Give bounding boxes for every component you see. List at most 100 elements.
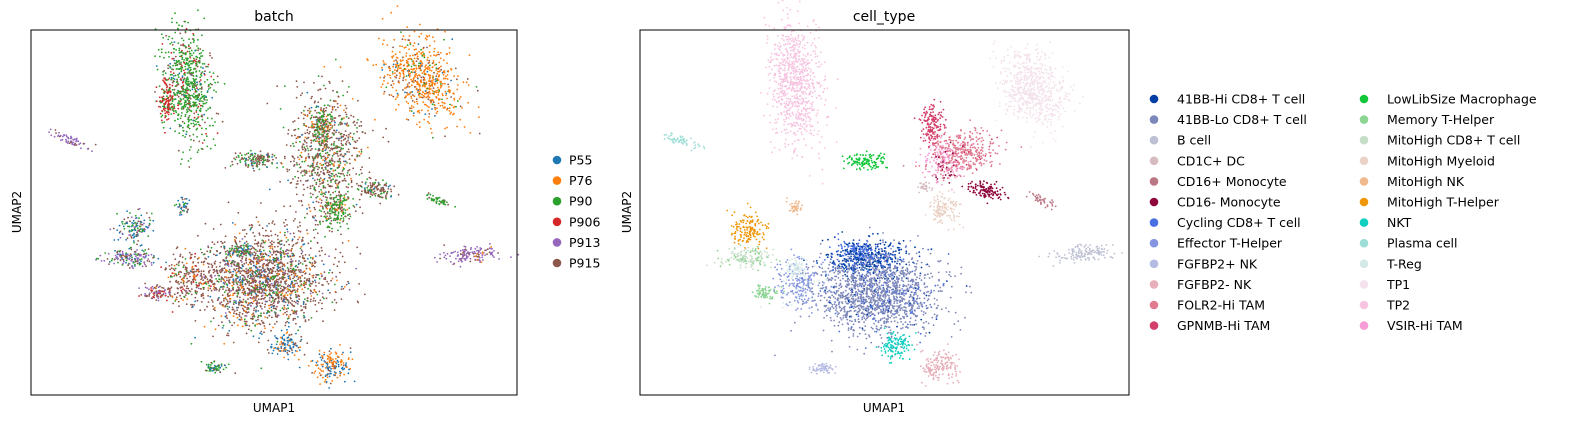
batch-point bbox=[315, 276, 317, 279]
batch-point bbox=[173, 264, 176, 267]
batch-point bbox=[281, 307, 284, 309]
batch-point bbox=[252, 335, 255, 338]
batch-point bbox=[143, 261, 146, 264]
batch-point bbox=[184, 99, 187, 102]
batch-point bbox=[315, 163, 318, 166]
batch-point bbox=[307, 126, 310, 129]
batch-point bbox=[437, 51, 440, 54]
batch-point bbox=[355, 203, 358, 206]
batch-point bbox=[232, 270, 235, 273]
batch-point bbox=[295, 141, 297, 144]
batch-point bbox=[189, 157, 192, 160]
batch-point bbox=[211, 96, 214, 99]
batch-points bbox=[48, 5, 520, 389]
batch-point bbox=[268, 314, 271, 317]
batch-point bbox=[257, 298, 260, 301]
batch-point bbox=[471, 251, 474, 254]
batch-point bbox=[174, 94, 176, 97]
batch-point bbox=[136, 262, 139, 265]
batch-point bbox=[302, 194, 305, 196]
batch-point bbox=[181, 65, 183, 67]
batch-point bbox=[338, 137, 341, 140]
batch-point bbox=[218, 290, 221, 292]
batch-point bbox=[169, 280, 172, 283]
batch-point bbox=[137, 220, 140, 223]
batch-point bbox=[361, 166, 363, 169]
batch-point bbox=[440, 84, 442, 87]
batch-point bbox=[117, 261, 119, 264]
batch-point bbox=[269, 247, 272, 250]
batch-point bbox=[321, 116, 324, 118]
batch-point bbox=[340, 122, 343, 125]
batch-point bbox=[164, 72, 167, 74]
batch-point bbox=[178, 24, 180, 27]
batch-point bbox=[300, 309, 303, 312]
batch-point bbox=[510, 256, 512, 258]
batch-point bbox=[432, 101, 435, 104]
batch-point bbox=[309, 256, 312, 259]
batch-point bbox=[368, 176, 371, 179]
batch-point bbox=[318, 149, 320, 152]
batch-point bbox=[164, 267, 167, 269]
batch-point bbox=[178, 92, 181, 95]
batch-point bbox=[181, 75, 184, 78]
batch-point bbox=[143, 256, 146, 259]
batch-point bbox=[252, 160, 255, 163]
batch-point bbox=[254, 155, 256, 158]
batch-point bbox=[264, 303, 267, 306]
batch-point bbox=[261, 154, 264, 157]
batch-cluster bbox=[154, 247, 227, 313]
batch-point bbox=[261, 227, 264, 230]
batch-point bbox=[194, 296, 197, 299]
batch-point bbox=[257, 310, 260, 312]
batch-point bbox=[197, 149, 200, 151]
batch-point bbox=[490, 252, 493, 254]
batch-point bbox=[313, 131, 316, 133]
batch-point bbox=[185, 83, 188, 85]
batch-point bbox=[328, 171, 330, 174]
batch-point bbox=[364, 132, 367, 135]
batch-point bbox=[428, 44, 431, 47]
batch-point bbox=[301, 174, 304, 177]
batch-point bbox=[415, 68, 418, 70]
batch-point bbox=[244, 154, 247, 156]
batch-point bbox=[312, 162, 315, 164]
batch-point bbox=[182, 151, 185, 154]
batch-point bbox=[254, 324, 256, 326]
batch-point bbox=[190, 146, 192, 148]
batch-point bbox=[298, 221, 301, 224]
batch-point bbox=[160, 266, 163, 268]
batch-point bbox=[49, 128, 52, 131]
batch-point bbox=[343, 196, 346, 199]
batch-point bbox=[387, 185, 390, 188]
batch-point bbox=[408, 82, 411, 84]
batch-point bbox=[206, 278, 209, 281]
batch-point bbox=[421, 72, 424, 75]
batch-point bbox=[192, 75, 195, 77]
batch-point bbox=[443, 251, 445, 254]
batch-point bbox=[351, 138, 354, 141]
batch-point bbox=[324, 109, 327, 112]
batch-point bbox=[209, 269, 211, 272]
batch-point bbox=[300, 335, 303, 338]
batch-point bbox=[253, 162, 256, 165]
batch-point bbox=[179, 163, 182, 165]
batch-point bbox=[436, 110, 439, 113]
batch-point bbox=[178, 123, 181, 126]
batch-point bbox=[150, 289, 153, 292]
batch-point bbox=[176, 78, 179, 81]
batch-point bbox=[443, 38, 445, 41]
batch-point bbox=[345, 134, 348, 137]
batch-point bbox=[242, 229, 244, 232]
batch-point bbox=[177, 149, 180, 152]
batch-point bbox=[328, 217, 330, 220]
batch-point bbox=[221, 321, 223, 324]
batch-point bbox=[166, 91, 169, 93]
batch-point bbox=[387, 140, 390, 143]
batch-point bbox=[481, 254, 484, 256]
batch-point bbox=[425, 38, 428, 41]
batch-point bbox=[405, 100, 408, 103]
batch-point bbox=[180, 99, 183, 101]
batch-point bbox=[174, 64, 177, 67]
batch-point bbox=[300, 249, 303, 252]
